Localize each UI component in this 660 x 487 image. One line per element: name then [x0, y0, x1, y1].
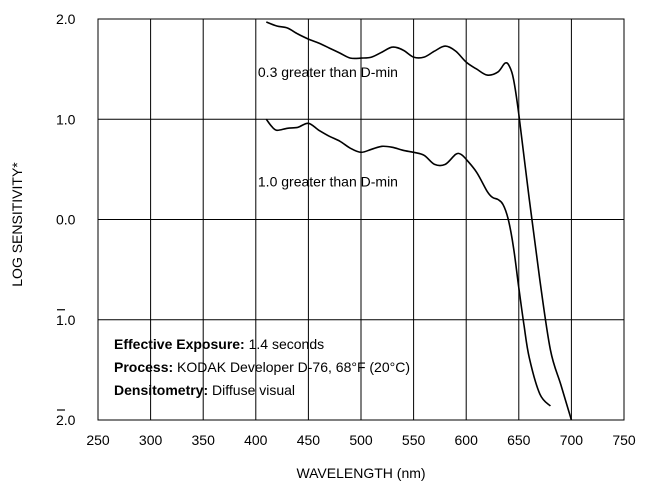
chart-note-key: Process:: [114, 359, 173, 375]
curve-labels: 0.3 greater than D-min 1.0 greater than D…: [258, 64, 398, 189]
chart-notes: Effective Exposure: 1.4 seconds Process: …: [114, 336, 410, 398]
y-tick-label: 2.0: [56, 11, 76, 27]
series-line: [265, 118, 551, 407]
chart-note: Densitometry: Diffuse visual: [114, 382, 295, 398]
chart-note-value: 1.4 seconds: [245, 336, 324, 352]
x-tick-label: 400: [244, 432, 268, 448]
x-tick-label: 550: [402, 432, 426, 448]
x-tick-label: 650: [507, 432, 531, 448]
x-tick-label: 350: [192, 432, 216, 448]
x-tick-label: 500: [349, 432, 373, 448]
chart-note-key: Effective Exposure:: [114, 336, 245, 352]
x-tick-label: 450: [297, 432, 321, 448]
series-line: [266, 21, 573, 421]
chart-note: Process: KODAK Developer D-76, 68°F (20°…: [114, 359, 410, 375]
chart-grid: [97, 18, 625, 421]
x-axis-ticks: 250 300 350 400 450 500 550 600 650 700 750: [86, 432, 636, 448]
y-tick-label: 2.0: [56, 412, 76, 428]
x-tick-label: 750: [612, 432, 636, 448]
chart-note: Effective Exposure: 1.4 seconds: [114, 336, 324, 352]
x-tick-label: 250: [86, 432, 110, 448]
x-axis-title: WAVELENGTH (nm): [296, 465, 425, 481]
chart-note-value: Diffuse visual: [208, 382, 295, 398]
y-axis-title: LOG SENSITIVITY*: [9, 162, 25, 287]
chart-series: [265, 21, 573, 421]
chart-note-key: Densitometry:: [114, 382, 208, 398]
curve-label: 1.0 greater than D-min: [258, 173, 398, 189]
y-axis-ticks: 2.0 1.0 0.0 1.0 2.0: [56, 11, 76, 428]
x-tick-label: 300: [139, 432, 163, 448]
chart-note-value: KODAK Developer D-76, 68°F (20°C): [173, 359, 410, 375]
y-tick-label: 1.0: [56, 312, 76, 328]
y-tick-label: 0.0: [56, 212, 76, 228]
y-tick-label: 1.0: [56, 111, 76, 127]
x-tick-label: 700: [560, 432, 584, 448]
x-tick-label: 600: [455, 432, 479, 448]
curve-label: 0.3 greater than D-min: [258, 64, 398, 80]
